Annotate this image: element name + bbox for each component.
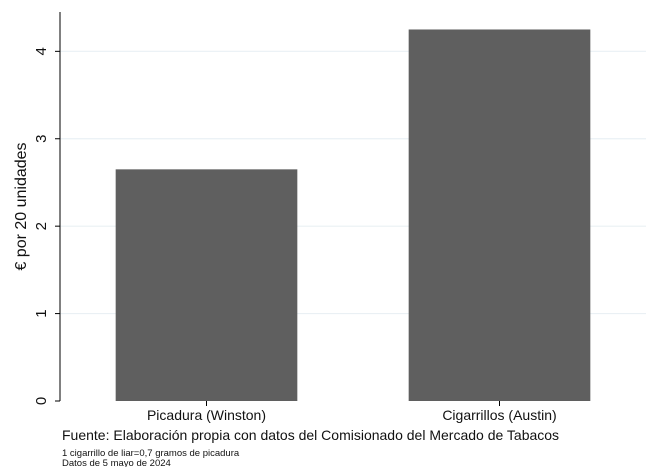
y-tick-label-4: 4 [33,47,50,55]
x-tick-label-1: Cigarrillos (Austin) [442,407,556,423]
y-tick-label-2: 2 [33,222,50,230]
x-tick-label-0: Picadura (Winston) [147,407,266,423]
y-tick-label-1: 1 [33,309,50,317]
y-tick-label-0: 0 [33,397,50,405]
bar-1 [408,29,591,401]
source-note: Fuente: Elaboración propia con datos del… [62,427,559,443]
y-tick-label-3: 3 [33,135,50,143]
bar-0 [115,169,298,401]
x-axis-ticks: Picadura (Winston) Cigarrillos (Austin) [147,401,557,423]
bars [115,29,591,401]
y-axis-label: € por 20 unidades [13,142,30,270]
y-axis-ticks: 0 1 2 3 4 [33,47,60,405]
footnote-line-1: 1 cigarrillo de liar=0,7 gramos de picad… [62,448,240,459]
footnote-line-2: Datos de 5 mayo de 2024 [62,458,171,467]
